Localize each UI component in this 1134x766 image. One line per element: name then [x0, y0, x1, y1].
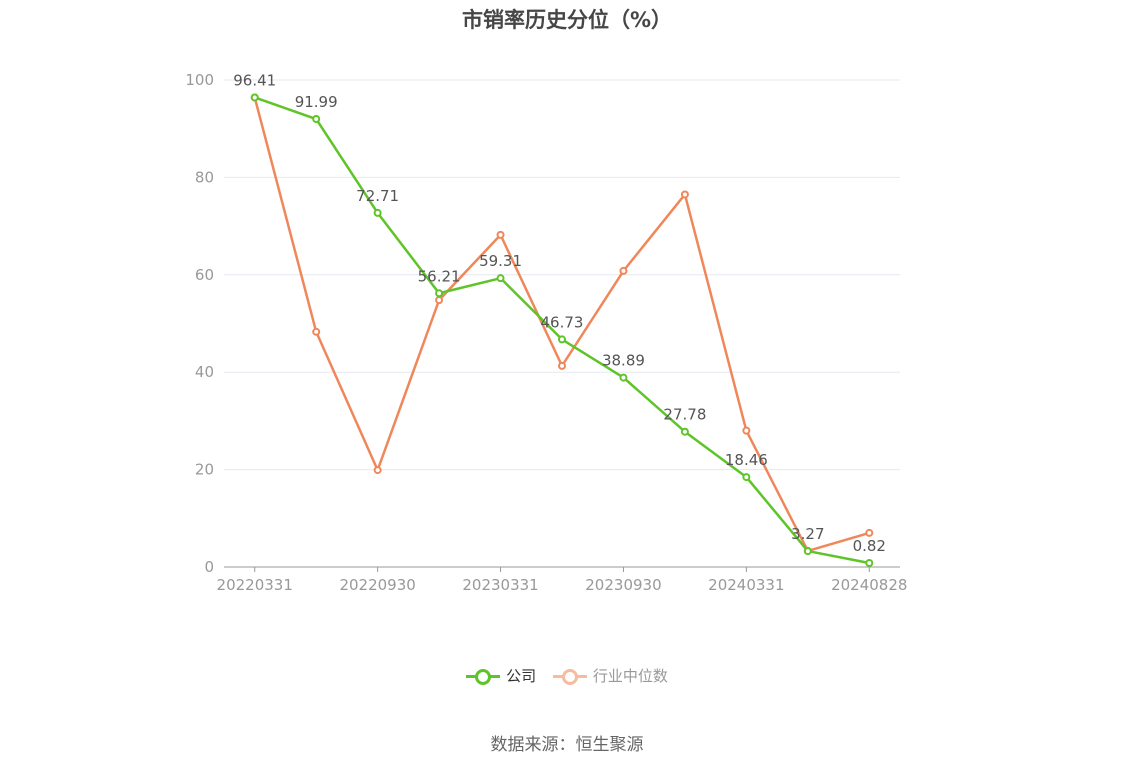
data-label: 56.21 [418, 267, 461, 285]
data-label: 91.99 [295, 93, 338, 111]
data-point-company [619, 373, 628, 382]
data-point-company [496, 274, 505, 283]
data-point-company [312, 115, 321, 124]
x-tick-label: 20240828 [831, 576, 907, 594]
data-label: 3.27 [791, 525, 824, 543]
legend: 公司 行业中位数 [0, 665, 1134, 687]
data-label: 38.89 [602, 352, 645, 370]
legend-company-line-icon [466, 668, 501, 685]
data-label: 27.78 [663, 406, 706, 424]
data-point-company [435, 289, 444, 298]
data-label: 59.31 [479, 252, 522, 270]
data-point-industry [558, 361, 566, 370]
x-tick-label: 20240331 [708, 576, 784, 594]
data-point-industry [865, 528, 874, 537]
legend-company-label: 公司 [506, 667, 537, 685]
y-tick-label: 0 [204, 558, 214, 576]
legend-item-company[interactable]: 公司 [466, 665, 536, 686]
data-label: 46.73 [541, 313, 584, 331]
legend-industry-label: 行业中位数 [592, 667, 668, 685]
y-tick-label: 20 [195, 461, 214, 479]
data-source-note: 数据来源：恒生聚源 [490, 735, 644, 755]
data-point-industry [742, 426, 751, 435]
legend-item-industry[interactable]: 行业中位数 [552, 665, 668, 686]
y-tick-label: 60 [195, 266, 214, 284]
data-label: 18.46 [725, 451, 768, 469]
data-point-company [742, 473, 751, 482]
data-point-industry [680, 190, 689, 199]
x-tick-label: 20230331 [462, 576, 538, 594]
x-tick-label: 20220930 [339, 576, 415, 594]
data-point-company [680, 427, 689, 436]
legend-industry-line-icon [552, 668, 587, 685]
data-point-industry [373, 466, 382, 475]
x-tick-label: 20230930 [585, 576, 661, 594]
y-tick-label: 100 [185, 71, 214, 89]
data-point-industry [619, 266, 628, 275]
data-point-company [558, 335, 566, 344]
y-tick-label: 40 [195, 363, 214, 381]
data-point-company [803, 547, 812, 556]
data-label: 96.41 [233, 71, 276, 89]
y-tick-label: 80 [195, 168, 214, 186]
x-tick-label: 20220331 [217, 576, 293, 594]
data-label: 72.71 [356, 187, 399, 205]
chart-title: 市销率历史分位（%） [461, 8, 673, 32]
data-point-industry [435, 296, 444, 305]
data-point-industry [496, 230, 505, 239]
data-point-company [373, 208, 382, 217]
data-point-industry [312, 327, 321, 336]
data-point-company [865, 559, 874, 568]
data-point-company [250, 93, 259, 102]
data-label: 0.82 [853, 537, 886, 555]
